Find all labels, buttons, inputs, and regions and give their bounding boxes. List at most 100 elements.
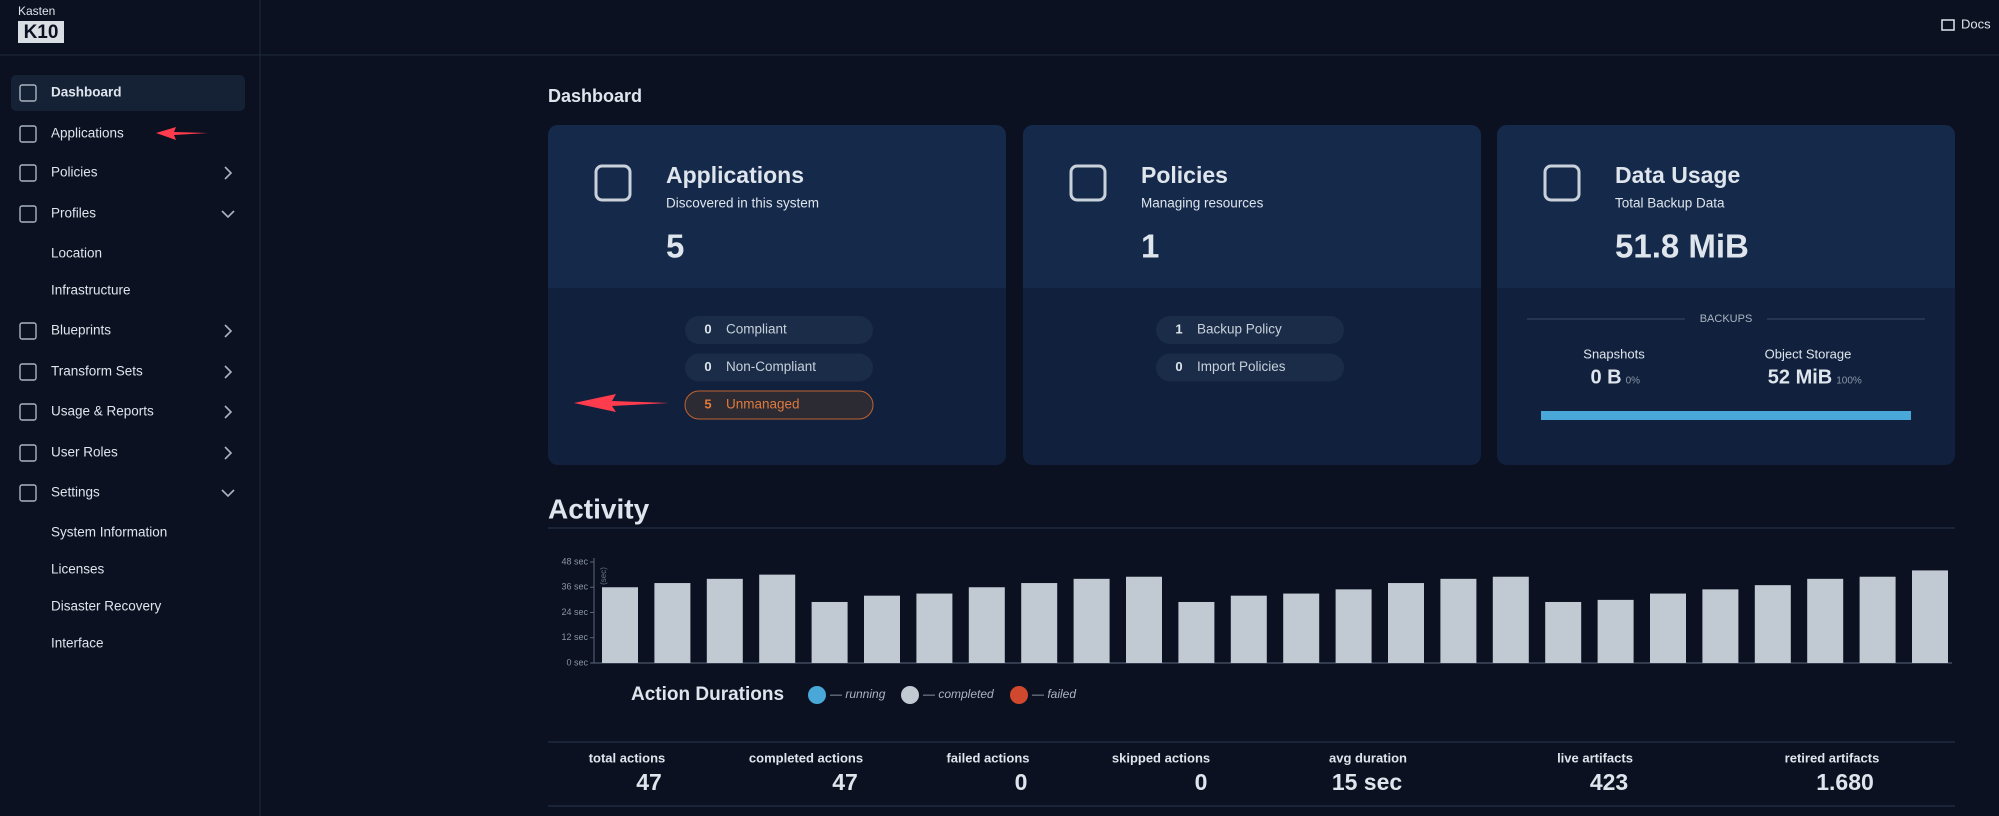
bar bbox=[916, 593, 953, 663]
legend-label[interactable]: — running bbox=[829, 687, 886, 701]
bar bbox=[968, 587, 1005, 663]
stat-value: 47 bbox=[636, 769, 662, 795]
pill[interactable] bbox=[685, 316, 873, 344]
nav-icon bbox=[19, 363, 37, 381]
pill[interactable] bbox=[1156, 353, 1344, 382]
nav-item[interactable]: Transform Sets bbox=[51, 364, 143, 379]
nav-item[interactable]: Settings bbox=[51, 485, 100, 500]
bar bbox=[864, 595, 900, 663]
bar bbox=[1388, 583, 1424, 663]
docs-link[interactable]: Docs bbox=[1961, 16, 1991, 31]
bar bbox=[811, 601, 848, 663]
y-tick-label: 12 sec bbox=[561, 632, 588, 642]
card-value: 1 bbox=[1141, 228, 1159, 265]
bar bbox=[1283, 593, 1320, 663]
bar bbox=[1545, 601, 1582, 663]
section-heading: Activity bbox=[548, 493, 650, 524]
pill-count: 1 bbox=[1175, 321, 1182, 336]
nav-icon bbox=[19, 444, 37, 462]
bar bbox=[1702, 589, 1739, 663]
y-axis-label: (sec) bbox=[599, 567, 608, 585]
legend-swatch[interactable] bbox=[1010, 686, 1028, 704]
card-icon bbox=[594, 164, 632, 202]
nav-icon bbox=[19, 484, 37, 502]
legend-swatch[interactable] bbox=[901, 686, 919, 704]
bar bbox=[602, 587, 638, 663]
nav-item[interactable]: Applications bbox=[51, 126, 124, 141]
annotation-arrow bbox=[574, 394, 669, 412]
pill-count: 0 bbox=[704, 359, 711, 374]
logo-box[interactable] bbox=[18, 21, 64, 43]
pill-count: 0 bbox=[704, 321, 711, 336]
legend-swatch[interactable] bbox=[808, 686, 826, 704]
chevron bbox=[224, 365, 233, 379]
nav-item[interactable]: Policies bbox=[51, 165, 98, 180]
section-label: BACKUPS bbox=[1700, 313, 1753, 325]
card-top bbox=[1497, 125, 1955, 288]
chevron bbox=[224, 405, 233, 419]
nav-subitem[interactable]: Interface bbox=[51, 636, 104, 651]
nav-icon bbox=[19, 205, 37, 223]
usage-bar bbox=[1541, 411, 1911, 420]
pill-count: 5 bbox=[704, 396, 711, 411]
chevron bbox=[224, 166, 233, 180]
bar bbox=[1178, 601, 1215, 663]
stat-value: 0 bbox=[1015, 769, 1028, 795]
metric-value: 0 B bbox=[1590, 366, 1621, 388]
pill[interactable] bbox=[685, 353, 873, 382]
pill-count: 0 bbox=[1175, 359, 1182, 374]
nav-subitem[interactable]: Infrastructure bbox=[51, 283, 131, 298]
nav-subitem[interactable]: System Information bbox=[51, 525, 167, 540]
chevron bbox=[221, 489, 235, 498]
bar bbox=[1230, 595, 1267, 663]
docs-icon bbox=[1941, 19, 1955, 31]
stat-label: avg duration bbox=[1329, 750, 1407, 765]
brand-logo: K10 bbox=[24, 22, 59, 43]
pill-label: Import Policies bbox=[1197, 359, 1286, 374]
stat-label: total actions bbox=[589, 750, 666, 765]
card-subtitle: Total Backup Data bbox=[1615, 196, 1725, 211]
nav-item[interactable]: Dashboard bbox=[51, 85, 122, 100]
annotation-arrow bbox=[156, 127, 208, 140]
bar bbox=[1335, 589, 1372, 663]
card-icon bbox=[1543, 164, 1581, 202]
stat-value: 0 bbox=[1195, 769, 1208, 795]
stat-value: 47 bbox=[832, 769, 858, 795]
page-heading: Dashboard bbox=[548, 86, 642, 106]
nav-item[interactable]: Profiles bbox=[51, 206, 96, 221]
metric-percent: 100% bbox=[1836, 376, 1862, 387]
stat-label: live artifacts bbox=[1557, 750, 1633, 765]
card-title: Applications bbox=[666, 162, 804, 188]
bar bbox=[1440, 578, 1477, 663]
nav-active-bg bbox=[11, 75, 245, 111]
nav-item[interactable]: Blueprints bbox=[51, 323, 111, 338]
stat-label: failed actions bbox=[946, 750, 1029, 765]
nav-subitem[interactable]: Location bbox=[51, 246, 102, 261]
chevron bbox=[224, 324, 233, 338]
pill[interactable] bbox=[1156, 316, 1344, 344]
card-title: Data Usage bbox=[1615, 162, 1740, 188]
nav-item[interactable]: Usage & Reports bbox=[51, 404, 154, 419]
nav-subitem[interactable]: Disaster Recovery bbox=[51, 599, 162, 614]
pill[interactable] bbox=[684, 390, 874, 420]
metric-value: 52 MiB bbox=[1768, 366, 1832, 388]
bar bbox=[1754, 585, 1791, 663]
nav-item[interactable]: User Roles bbox=[51, 445, 118, 460]
chevron bbox=[224, 446, 233, 460]
bar bbox=[706, 578, 743, 663]
pill-label: Backup Policy bbox=[1197, 322, 1282, 337]
card-subtitle: Discovered in this system bbox=[666, 196, 819, 211]
legend-label[interactable]: — failed bbox=[1031, 687, 1076, 701]
bar bbox=[1597, 599, 1634, 663]
nav-icon bbox=[19, 322, 37, 340]
chevron bbox=[221, 210, 235, 219]
nav-subitem[interactable]: Licenses bbox=[51, 562, 105, 577]
metric-percent: 0% bbox=[1626, 376, 1641, 387]
card-icon bbox=[1069, 164, 1107, 202]
y-tick-label: 24 sec bbox=[561, 607, 588, 617]
legend-label[interactable]: — completed bbox=[922, 687, 994, 701]
stat-label: skipped actions bbox=[1112, 750, 1210, 765]
nav-icon bbox=[19, 125, 37, 143]
